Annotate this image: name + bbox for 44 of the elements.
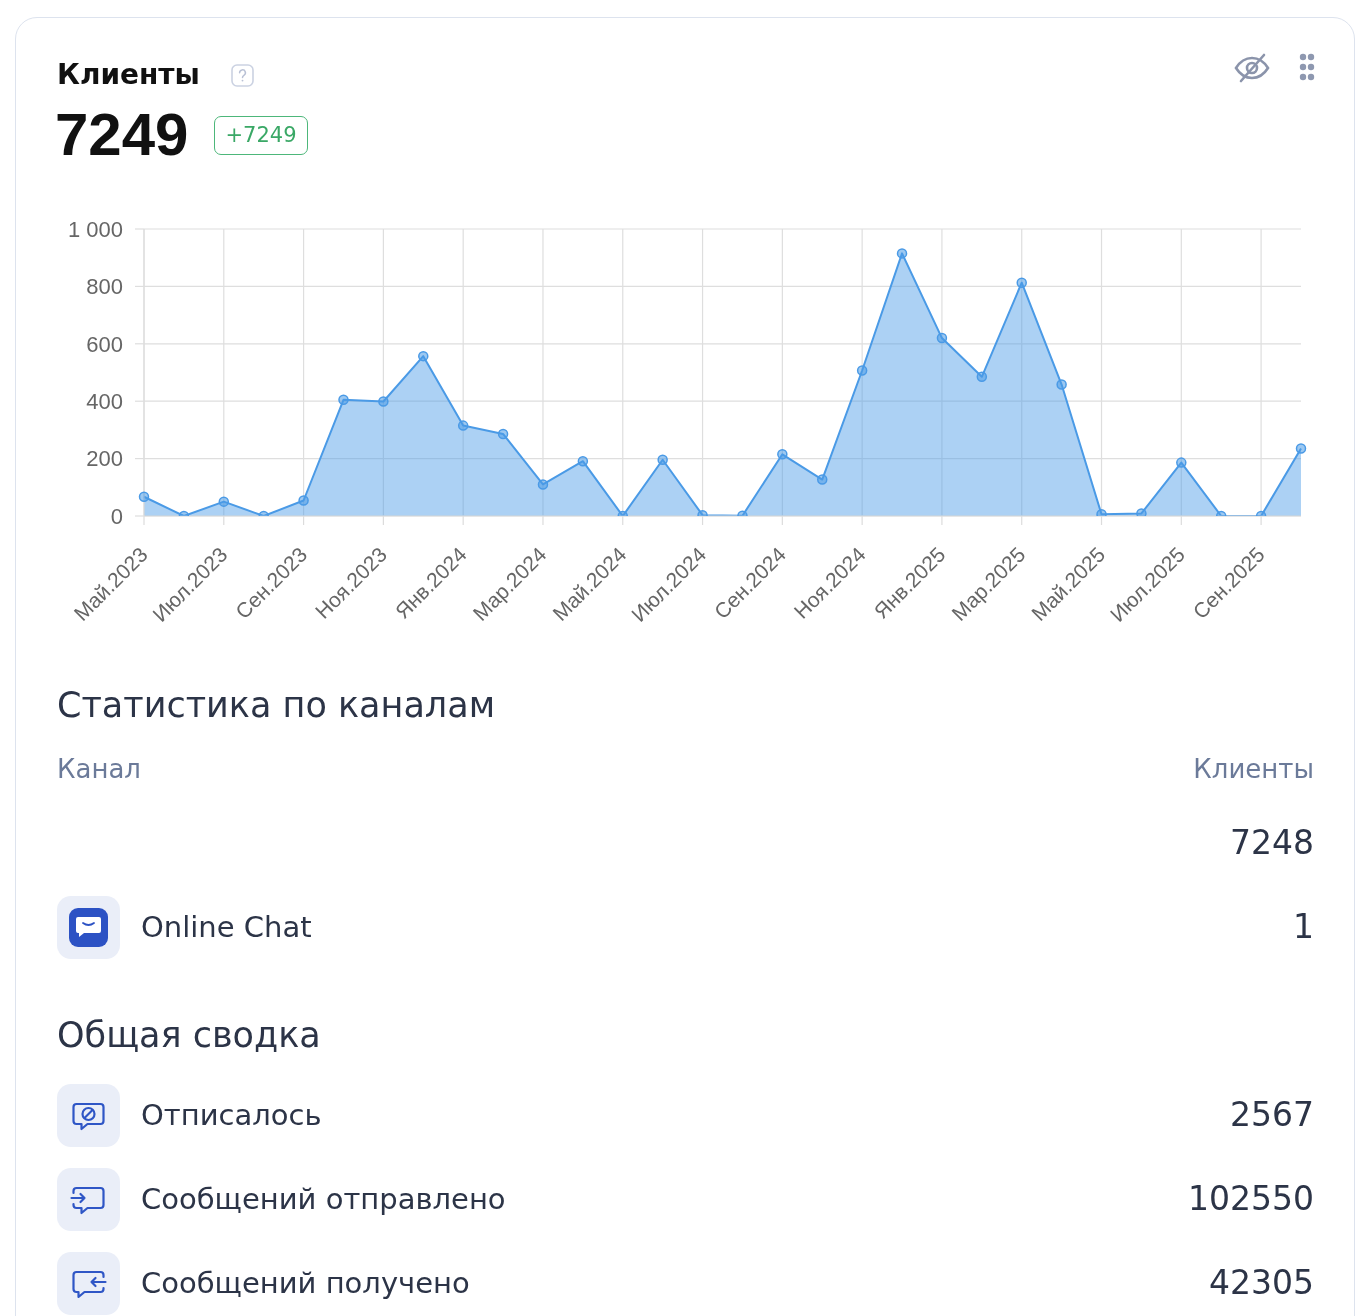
point (378, 396, 389, 407)
category-label: Сообщений отправлено (141, 1182, 506, 1216)
category-label: Online Chat (141, 910, 312, 944)
chart-title: Клиенты (57, 58, 200, 91)
data-label: 102550 (1188, 1179, 1314, 1218)
y-tick-label: 1 000 (67, 216, 123, 242)
category-label: Отписалось (141, 1098, 322, 1132)
point (1056, 379, 1067, 390)
point (777, 449, 788, 460)
point (457, 420, 469, 431)
point (1136, 508, 1147, 516)
y-tick-label: 0 (110, 503, 123, 529)
data-label: 7248 (1230, 823, 1314, 862)
point (537, 479, 549, 490)
text: Общая сводка (57, 1015, 321, 1055)
point (657, 454, 668, 465)
data-label: 1 (1293, 907, 1314, 946)
y-tick-label: 200 (86, 446, 123, 472)
point (976, 371, 988, 383)
point (298, 495, 309, 506)
text: +7249 (225, 123, 297, 147)
y-tick-label: 800 (86, 274, 123, 300)
point (338, 394, 349, 406)
chart-subtitle: 7249 (55, 101, 189, 168)
point (138, 491, 150, 503)
point (577, 455, 589, 467)
category-label: Сообщений получено (141, 1266, 470, 1300)
text: Статистика по каналам (57, 685, 496, 725)
point (856, 365, 868, 376)
data-label: 42305 (1209, 1263, 1314, 1302)
point (1176, 457, 1187, 468)
point (816, 474, 828, 485)
y-tick-label: 400 (86, 389, 123, 415)
point (936, 332, 948, 344)
point (218, 496, 230, 507)
point (1016, 277, 1027, 288)
point (896, 248, 908, 259)
data-label: 2567 (1230, 1095, 1314, 1134)
text: Клиенты (1193, 754, 1314, 784)
point (1295, 443, 1307, 454)
point (497, 428, 509, 440)
point (418, 350, 429, 362)
text: Канал (57, 754, 141, 784)
y-tick-label: 600 (86, 331, 123, 357)
